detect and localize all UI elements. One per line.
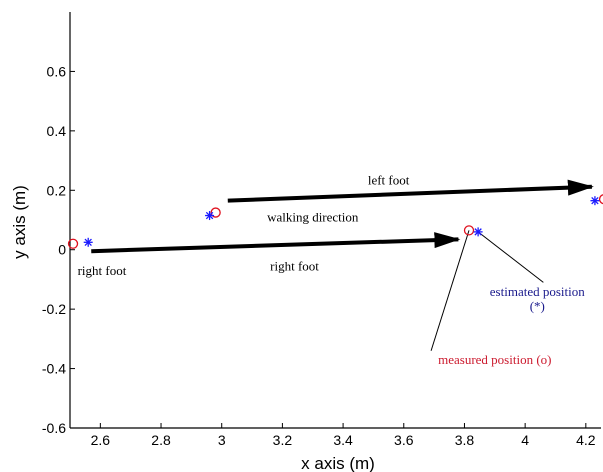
measured-point [210,207,221,218]
y-tick-label: 0.4 [47,123,67,139]
estimated-point [473,227,483,237]
x-tick-label: 3 [218,432,226,448]
y-tick-label: -0.6 [42,420,66,436]
x-tick-label: 3.4 [333,432,353,448]
estimated-point [590,196,600,206]
star-stroke [84,238,92,246]
y-tick-label: 0 [58,242,66,258]
star-stroke [474,228,482,236]
estimated-point [205,211,215,221]
leader-line [430,230,470,351]
measured-point [67,238,79,249]
y-tick-label: -0.2 [42,301,66,317]
x-tick-label: 3.8 [455,432,475,448]
x-tick-label: 4.2 [576,432,596,448]
estimated-point [83,237,93,247]
annotation-text: estimated position [490,284,585,299]
star-stroke [591,196,599,205]
annotations: left foot walking direction right foot righ… [78,172,586,367]
tick-labels: 2.6 2.8 3 3.2 3.4 3.6 3.8 4 4.2 0.6 0.4 0.2 0 -0.2 -0.… [42,63,596,448]
leader-line [477,231,544,283]
x-axis-label: x axis (m) [301,454,375,472]
x-tick-label: 3.2 [273,432,293,448]
y-axis-label: y axis (m) [10,185,29,259]
measured-point [598,194,603,205]
arrow-right-foot [91,232,461,254]
arrow-left-foot [227,179,594,203]
x-tick-label: 3.6 [394,432,414,448]
annotation-text: right foot [270,259,319,274]
arrows-and-leaders [91,179,594,351]
x-tick-label: 2.8 [151,432,171,448]
annotation-text: measured position (o) [438,352,551,367]
annotation-text: walking direction [267,209,359,224]
annotation-text: right foot [78,263,127,278]
y-tick-label: 0.2 [47,182,67,198]
annotation-text: (*) [530,299,545,314]
data-points [67,194,603,249]
x-tick-label: 4 [521,432,529,448]
y-tick-label: -0.4 [42,361,66,377]
star-stroke [205,211,214,220]
x-tick-label: 2.6 [91,432,111,448]
annotation-text: left foot [368,172,410,187]
y-tick-label: 0.6 [47,63,67,79]
axes [69,12,601,429]
measured-point [463,225,475,236]
